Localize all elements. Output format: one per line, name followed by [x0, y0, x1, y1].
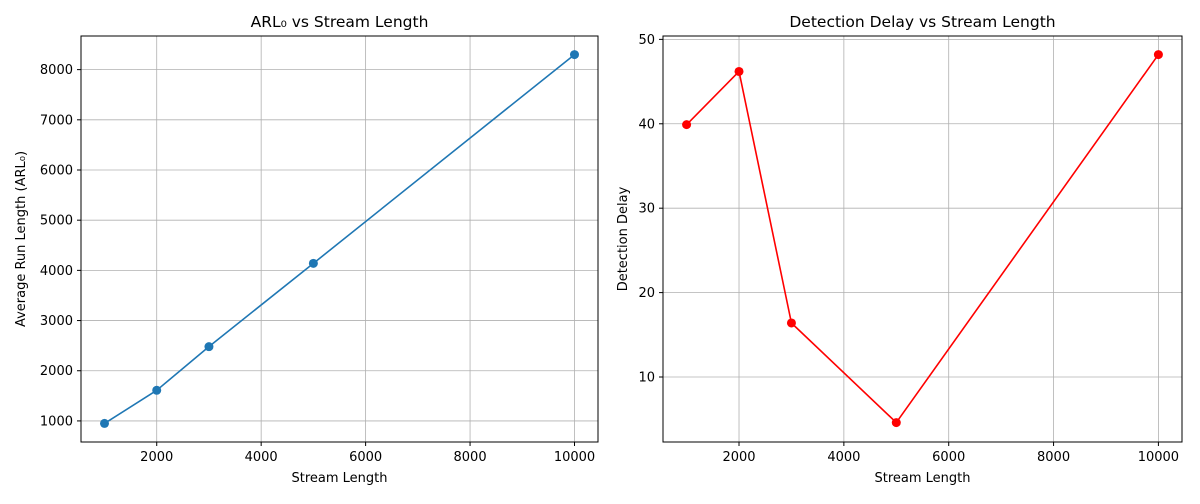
chart-1-data-point-3: [308, 258, 318, 268]
chart-1-data-point-4: [570, 50, 579, 60]
chart-1-data-point-0: [100, 418, 109, 428]
chart-1-title: ARL₀ vs Stream Length: [251, 13, 429, 31]
chart-2-x-tick-label-4: 10000: [1138, 450, 1179, 465]
chart-1-y-tick-label-5: 6000: [40, 163, 73, 178]
chart-1-y-tick-label-1: 2000: [40, 364, 73, 379]
chart-1-y-axis-label: Average Run Length (ARL₀): [14, 151, 29, 327]
chart-2-data-point-2: [786, 318, 796, 328]
chart-2-x-tick-label-1: 4000: [827, 450, 860, 465]
chart-2-x-tick-label-3: 8000: [1037, 450, 1070, 465]
chart-1-plot-frame: [80, 35, 599, 443]
chart-2-y-axis-label: Detection Delay: [616, 186, 631, 291]
chart-2-plot-frame: [662, 35, 1183, 443]
chart-2-data-point-3: [891, 418, 901, 428]
chart-1-x-tick-label-0: 2000: [140, 450, 173, 465]
chart-1-data-point-2: [204, 342, 214, 352]
chart-1-y-tick-label-0: 1000: [40, 414, 73, 429]
chart-1-x-tick-label-2: 6000: [349, 450, 382, 465]
chart-2-y-tick-label-4: 50: [638, 33, 655, 48]
chart-2-data-point-1: [734, 66, 744, 76]
chart-2-title: Detection Delay vs Stream Length: [789, 13, 1055, 31]
chart-2-y-tick-label-1: 20: [638, 286, 655, 301]
chart-1-x-tick-label-4: 10000: [554, 450, 595, 465]
chart-1-y-tick-label-6: 7000: [40, 113, 73, 128]
chart-1-x-tick-label-3: 8000: [454, 450, 487, 465]
chart-1-y-tick-label-7: 8000: [40, 63, 73, 78]
chart-2-data-point-0: [682, 120, 692, 130]
chart-2-series-line-0: [686, 54, 1160, 424]
chart-2-x-tick-label-2: 6000: [932, 450, 965, 465]
chart-2-x-tick-label-0: 2000: [722, 450, 755, 465]
chart-2-y-tick-label-2: 30: [638, 202, 655, 217]
chart-1-data-point-1: [152, 385, 162, 395]
chart-1-y-tick-label-2: 3000: [40, 314, 73, 329]
chart-2-data-point-4: [1153, 50, 1163, 60]
chart-2-y-tick-label-3: 40: [638, 117, 655, 132]
chart-2-x-axis-label: Stream Length: [874, 471, 970, 486]
chart-2: 2000 4000 6000 8000 10000 10 20 30 40 50 Detection…: [616, 13, 1183, 486]
chart-1-x-axis-label: Stream Length: [291, 471, 387, 486]
chart-1-y-tick-label-3: 4000: [40, 264, 73, 279]
chart-1: 2000 4000 6000 8000 10000 1000 2000 3000 4000 500…: [14, 13, 599, 486]
chart-1-series-line-0: [104, 53, 575, 425]
chart-2-y-tick-label-0: 10: [638, 371, 655, 386]
chart-1-y-tick-label-4: 5000: [40, 214, 73, 229]
chart-1-x-tick-label-1: 4000: [245, 450, 278, 465]
